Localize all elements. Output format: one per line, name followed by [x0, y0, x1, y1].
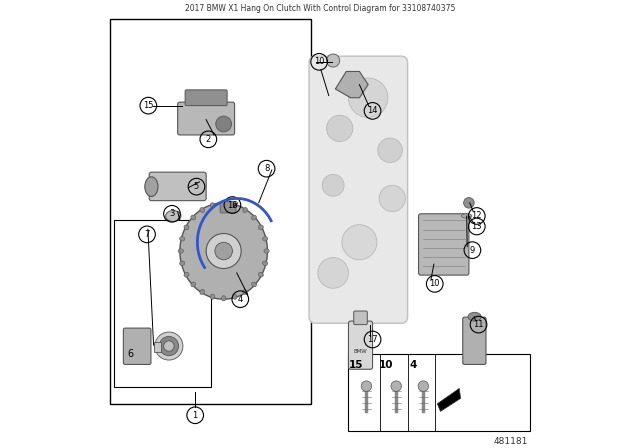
Text: 11: 11 — [474, 320, 484, 329]
Circle shape — [164, 341, 174, 351]
Ellipse shape — [211, 294, 215, 299]
Text: 4: 4 — [410, 360, 417, 370]
Polygon shape — [335, 72, 368, 98]
Circle shape — [215, 242, 232, 260]
Ellipse shape — [262, 237, 268, 241]
Text: 16: 16 — [227, 201, 237, 210]
FancyBboxPatch shape — [220, 202, 236, 213]
Text: 14: 14 — [367, 106, 378, 116]
Ellipse shape — [191, 282, 196, 287]
Ellipse shape — [184, 272, 189, 277]
FancyBboxPatch shape — [463, 317, 486, 364]
Ellipse shape — [252, 215, 257, 220]
Circle shape — [391, 381, 401, 392]
Ellipse shape — [166, 211, 181, 221]
FancyBboxPatch shape — [178, 102, 235, 135]
Text: 2017 BMW X1 Hang On Clutch With Control Diagram for 33108740375: 2017 BMW X1 Hang On Clutch With Control … — [185, 4, 455, 13]
Circle shape — [342, 225, 377, 260]
FancyBboxPatch shape — [354, 311, 367, 325]
Ellipse shape — [264, 249, 269, 253]
FancyBboxPatch shape — [124, 328, 151, 364]
Ellipse shape — [468, 312, 481, 321]
Circle shape — [361, 381, 372, 392]
Ellipse shape — [259, 272, 263, 277]
Ellipse shape — [180, 237, 185, 241]
Ellipse shape — [243, 207, 248, 213]
Ellipse shape — [145, 177, 158, 197]
Circle shape — [378, 138, 403, 163]
Polygon shape — [437, 388, 461, 411]
Text: 5: 5 — [194, 182, 199, 191]
Text: 10: 10 — [429, 280, 440, 289]
Ellipse shape — [200, 207, 205, 213]
Circle shape — [322, 174, 344, 196]
Text: 10: 10 — [379, 360, 394, 370]
Circle shape — [418, 381, 429, 392]
Text: 17: 17 — [367, 335, 378, 344]
Circle shape — [463, 198, 474, 208]
Ellipse shape — [461, 214, 472, 218]
Ellipse shape — [184, 225, 189, 230]
Circle shape — [348, 78, 388, 117]
Ellipse shape — [200, 289, 205, 294]
Text: 15: 15 — [143, 101, 154, 110]
Ellipse shape — [221, 296, 226, 301]
Text: 12: 12 — [472, 211, 482, 220]
Text: 13: 13 — [472, 222, 482, 231]
Ellipse shape — [252, 282, 257, 287]
Circle shape — [326, 115, 353, 142]
Text: 481181: 481181 — [493, 437, 528, 446]
Ellipse shape — [180, 203, 268, 299]
FancyBboxPatch shape — [348, 321, 372, 369]
Text: BMW: BMW — [353, 349, 367, 354]
Text: 4: 4 — [237, 295, 243, 304]
Circle shape — [159, 336, 179, 356]
Text: 1: 1 — [193, 411, 198, 420]
FancyBboxPatch shape — [348, 354, 530, 431]
FancyBboxPatch shape — [149, 172, 206, 201]
Text: 3: 3 — [170, 209, 175, 218]
Circle shape — [155, 332, 183, 360]
Text: 6: 6 — [128, 349, 134, 359]
Ellipse shape — [243, 289, 248, 294]
Ellipse shape — [180, 261, 185, 266]
Ellipse shape — [191, 215, 196, 220]
Ellipse shape — [232, 203, 237, 208]
Circle shape — [326, 54, 340, 67]
FancyBboxPatch shape — [114, 220, 211, 387]
Text: 2: 2 — [205, 135, 211, 144]
Circle shape — [379, 185, 405, 211]
Text: 9: 9 — [470, 246, 475, 254]
Circle shape — [206, 233, 241, 268]
Text: 10: 10 — [314, 57, 324, 66]
Ellipse shape — [211, 203, 215, 208]
FancyBboxPatch shape — [309, 56, 408, 323]
Text: 8: 8 — [264, 164, 269, 173]
Ellipse shape — [259, 225, 263, 230]
Ellipse shape — [178, 249, 184, 253]
Ellipse shape — [232, 294, 237, 299]
FancyBboxPatch shape — [419, 214, 469, 275]
Circle shape — [318, 258, 348, 288]
Circle shape — [216, 116, 232, 132]
Text: 15: 15 — [349, 360, 364, 370]
Ellipse shape — [262, 261, 268, 266]
FancyBboxPatch shape — [110, 19, 311, 404]
Ellipse shape — [221, 201, 226, 207]
FancyBboxPatch shape — [185, 90, 227, 106]
Text: 7: 7 — [145, 230, 150, 239]
FancyBboxPatch shape — [154, 342, 161, 352]
